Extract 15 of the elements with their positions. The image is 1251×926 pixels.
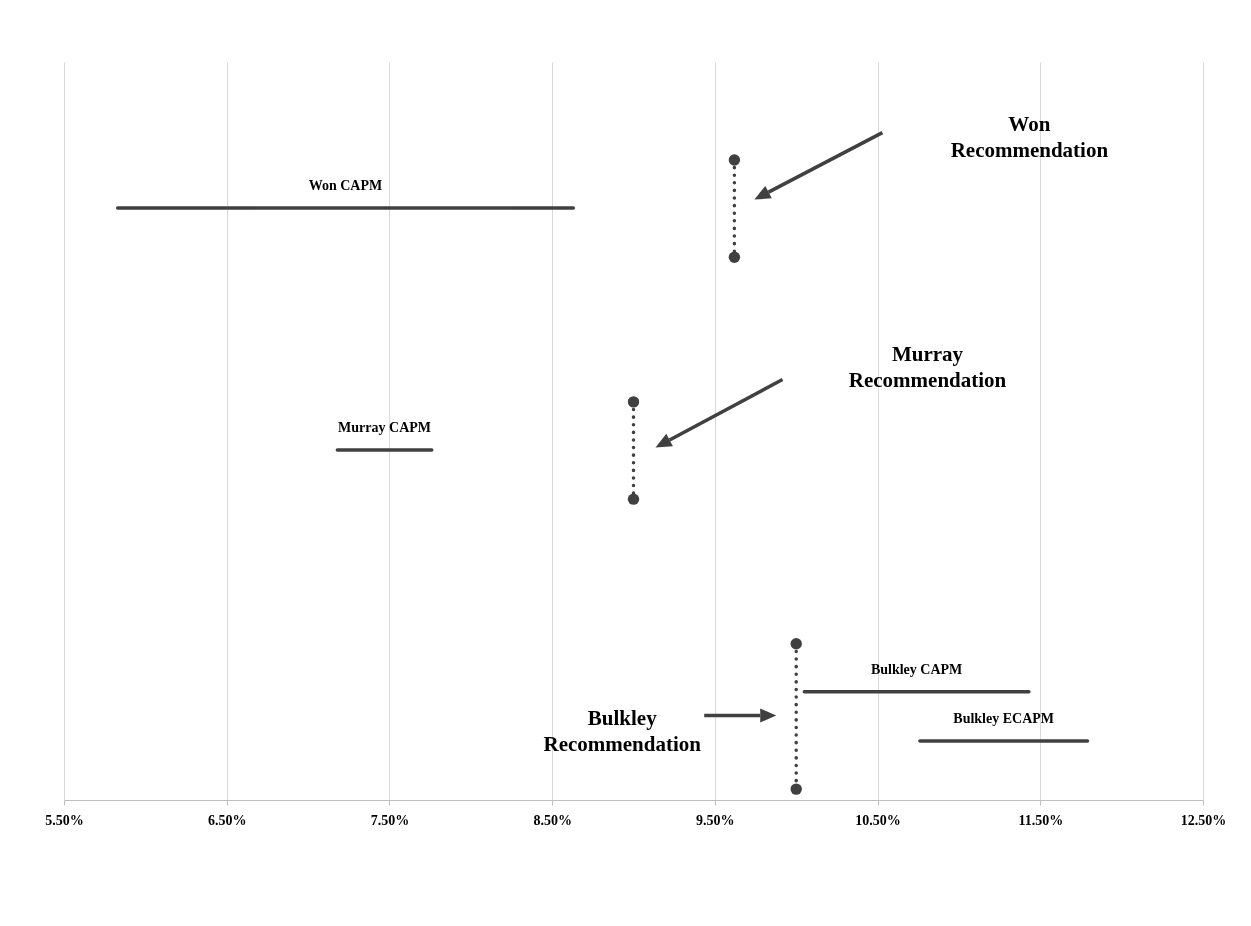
x-tick-label: 11.50% bbox=[1018, 812, 1064, 828]
x-tick-label: 10.50% bbox=[855, 812, 901, 828]
x-tick-label: 9.50% bbox=[696, 812, 735, 828]
series-label: Bulkley ECAPM bbox=[953, 711, 1055, 727]
x-tick-label: 12.50% bbox=[1180, 812, 1227, 828]
annotation: Won Recommendation bbox=[950, 111, 1109, 162]
series-label: Bulkley CAPM bbox=[870, 661, 963, 677]
annotation: Bulkley Recommendation bbox=[543, 706, 702, 757]
x-tick-label: 5.50% bbox=[45, 812, 84, 828]
series-label: Murray CAPM bbox=[338, 419, 432, 435]
series-label: Won CAPM bbox=[308, 177, 383, 193]
x-tick-label: 8.50% bbox=[533, 812, 572, 828]
x-tick-label: 7.50% bbox=[370, 812, 410, 828]
annotation: Murray Recommendation bbox=[848, 341, 1007, 392]
x-tick-label: 6.50% bbox=[207, 812, 247, 828]
